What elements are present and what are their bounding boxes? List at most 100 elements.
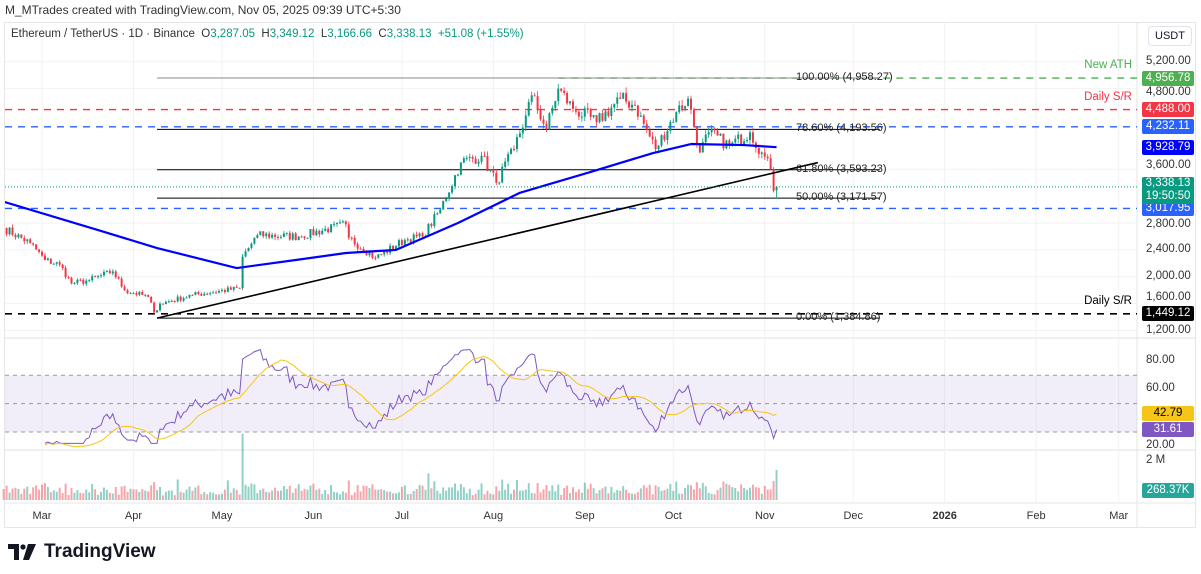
candle <box>76 278 79 285</box>
last-price: 3,338.13 <box>1145 177 1191 190</box>
candle-body <box>300 236 303 238</box>
candle-body <box>595 115 598 123</box>
candle <box>515 134 518 153</box>
symbol-label[interactable]: Ethereum / TetherUS · 1D · Binance <box>11 28 195 40</box>
candle <box>672 118 675 123</box>
volume-bar <box>61 492 64 500</box>
candle <box>300 235 303 238</box>
volume-bar <box>374 489 377 500</box>
candle <box>97 275 100 279</box>
fib-level-label: 0.00% (1,384.86) <box>796 311 881 324</box>
candle-body <box>492 169 495 173</box>
volume-bar <box>746 489 749 500</box>
candle <box>285 232 288 236</box>
candle <box>153 301 156 315</box>
volume-bar <box>353 492 356 500</box>
volume-bar <box>209 492 212 500</box>
currency-button[interactable]: USDT <box>1148 26 1192 46</box>
candle-body <box>38 249 41 252</box>
open-label: O <box>201 28 211 40</box>
candle <box>46 257 49 261</box>
candle-body <box>46 258 49 260</box>
volume-bar <box>480 483 483 500</box>
volume-bar <box>49 492 52 500</box>
candle-body <box>336 223 338 225</box>
candle <box>763 148 766 161</box>
volume-bar <box>507 483 510 500</box>
candle <box>291 231 294 241</box>
volume-bar <box>26 486 29 500</box>
candle <box>73 282 76 285</box>
volume-bar <box>728 484 731 500</box>
candle-body <box>530 95 533 102</box>
candle-body <box>3 226 5 228</box>
candle <box>52 262 55 265</box>
candle-body <box>690 98 692 110</box>
candle-body <box>41 251 43 256</box>
level-note: New ATH <box>1084 59 1132 72</box>
candle-body <box>277 237 279 239</box>
fib-level-label: 50.00% (3,171.57) <box>796 191 887 204</box>
candle <box>604 109 607 122</box>
candle <box>20 234 23 239</box>
candle <box>710 125 713 137</box>
candle <box>226 285 229 293</box>
volume-bar <box>554 491 557 500</box>
volume-bar <box>191 490 194 500</box>
candle-body <box>238 287 241 289</box>
candle <box>256 233 259 239</box>
candle <box>445 196 448 203</box>
volume-bar <box>445 490 448 500</box>
volume-bar <box>344 492 347 500</box>
candle <box>580 111 583 122</box>
candle-body <box>716 130 719 136</box>
volume-bar <box>120 486 123 500</box>
volume-bar <box>29 493 32 500</box>
price-tick: 2,000.00 <box>1146 269 1191 282</box>
volume-bar <box>456 490 459 500</box>
volume-bar <box>710 493 713 500</box>
candle <box>35 243 38 250</box>
candle <box>749 129 751 145</box>
candle-body <box>182 298 185 301</box>
volume-bar <box>52 490 55 500</box>
candle <box>566 91 569 105</box>
volume-bar <box>38 489 41 500</box>
candle <box>105 270 108 273</box>
volume-bar <box>769 489 772 500</box>
candle <box>17 233 20 239</box>
volume-bar <box>604 486 607 500</box>
volume-bar <box>336 492 338 500</box>
candle-body <box>563 90 566 94</box>
candle-body <box>769 158 772 170</box>
volume-bar <box>100 491 102 500</box>
candle-body <box>536 96 539 111</box>
candle <box>474 155 477 165</box>
fib-level-label: 61.80% (3,593.23) <box>796 162 887 175</box>
volume-bar <box>223 489 226 500</box>
tradingview-logo[interactable]: TradingView <box>8 541 156 563</box>
candle-body <box>244 251 247 257</box>
volume-bar <box>5 485 8 500</box>
candle-body <box>704 134 707 143</box>
candle-body <box>70 277 73 284</box>
candle-body <box>701 142 704 153</box>
volume-bar <box>592 488 595 500</box>
volume-bar <box>442 487 445 500</box>
volume-bar <box>642 485 645 500</box>
candle-body <box>766 156 769 159</box>
candle-body <box>580 116 583 118</box>
candle <box>212 290 215 294</box>
volume-bar <box>338 494 341 500</box>
price-tick: 3,600.00 <box>1146 159 1191 172</box>
candle-body <box>625 93 628 102</box>
candle <box>477 158 480 167</box>
low-label: L <box>320 28 328 40</box>
candle-body <box>374 257 377 259</box>
volume-bar <box>636 492 639 500</box>
volume-bar <box>135 489 138 500</box>
candle-body <box>226 287 229 292</box>
candle <box>598 112 601 124</box>
volume-bar <box>20 493 23 500</box>
